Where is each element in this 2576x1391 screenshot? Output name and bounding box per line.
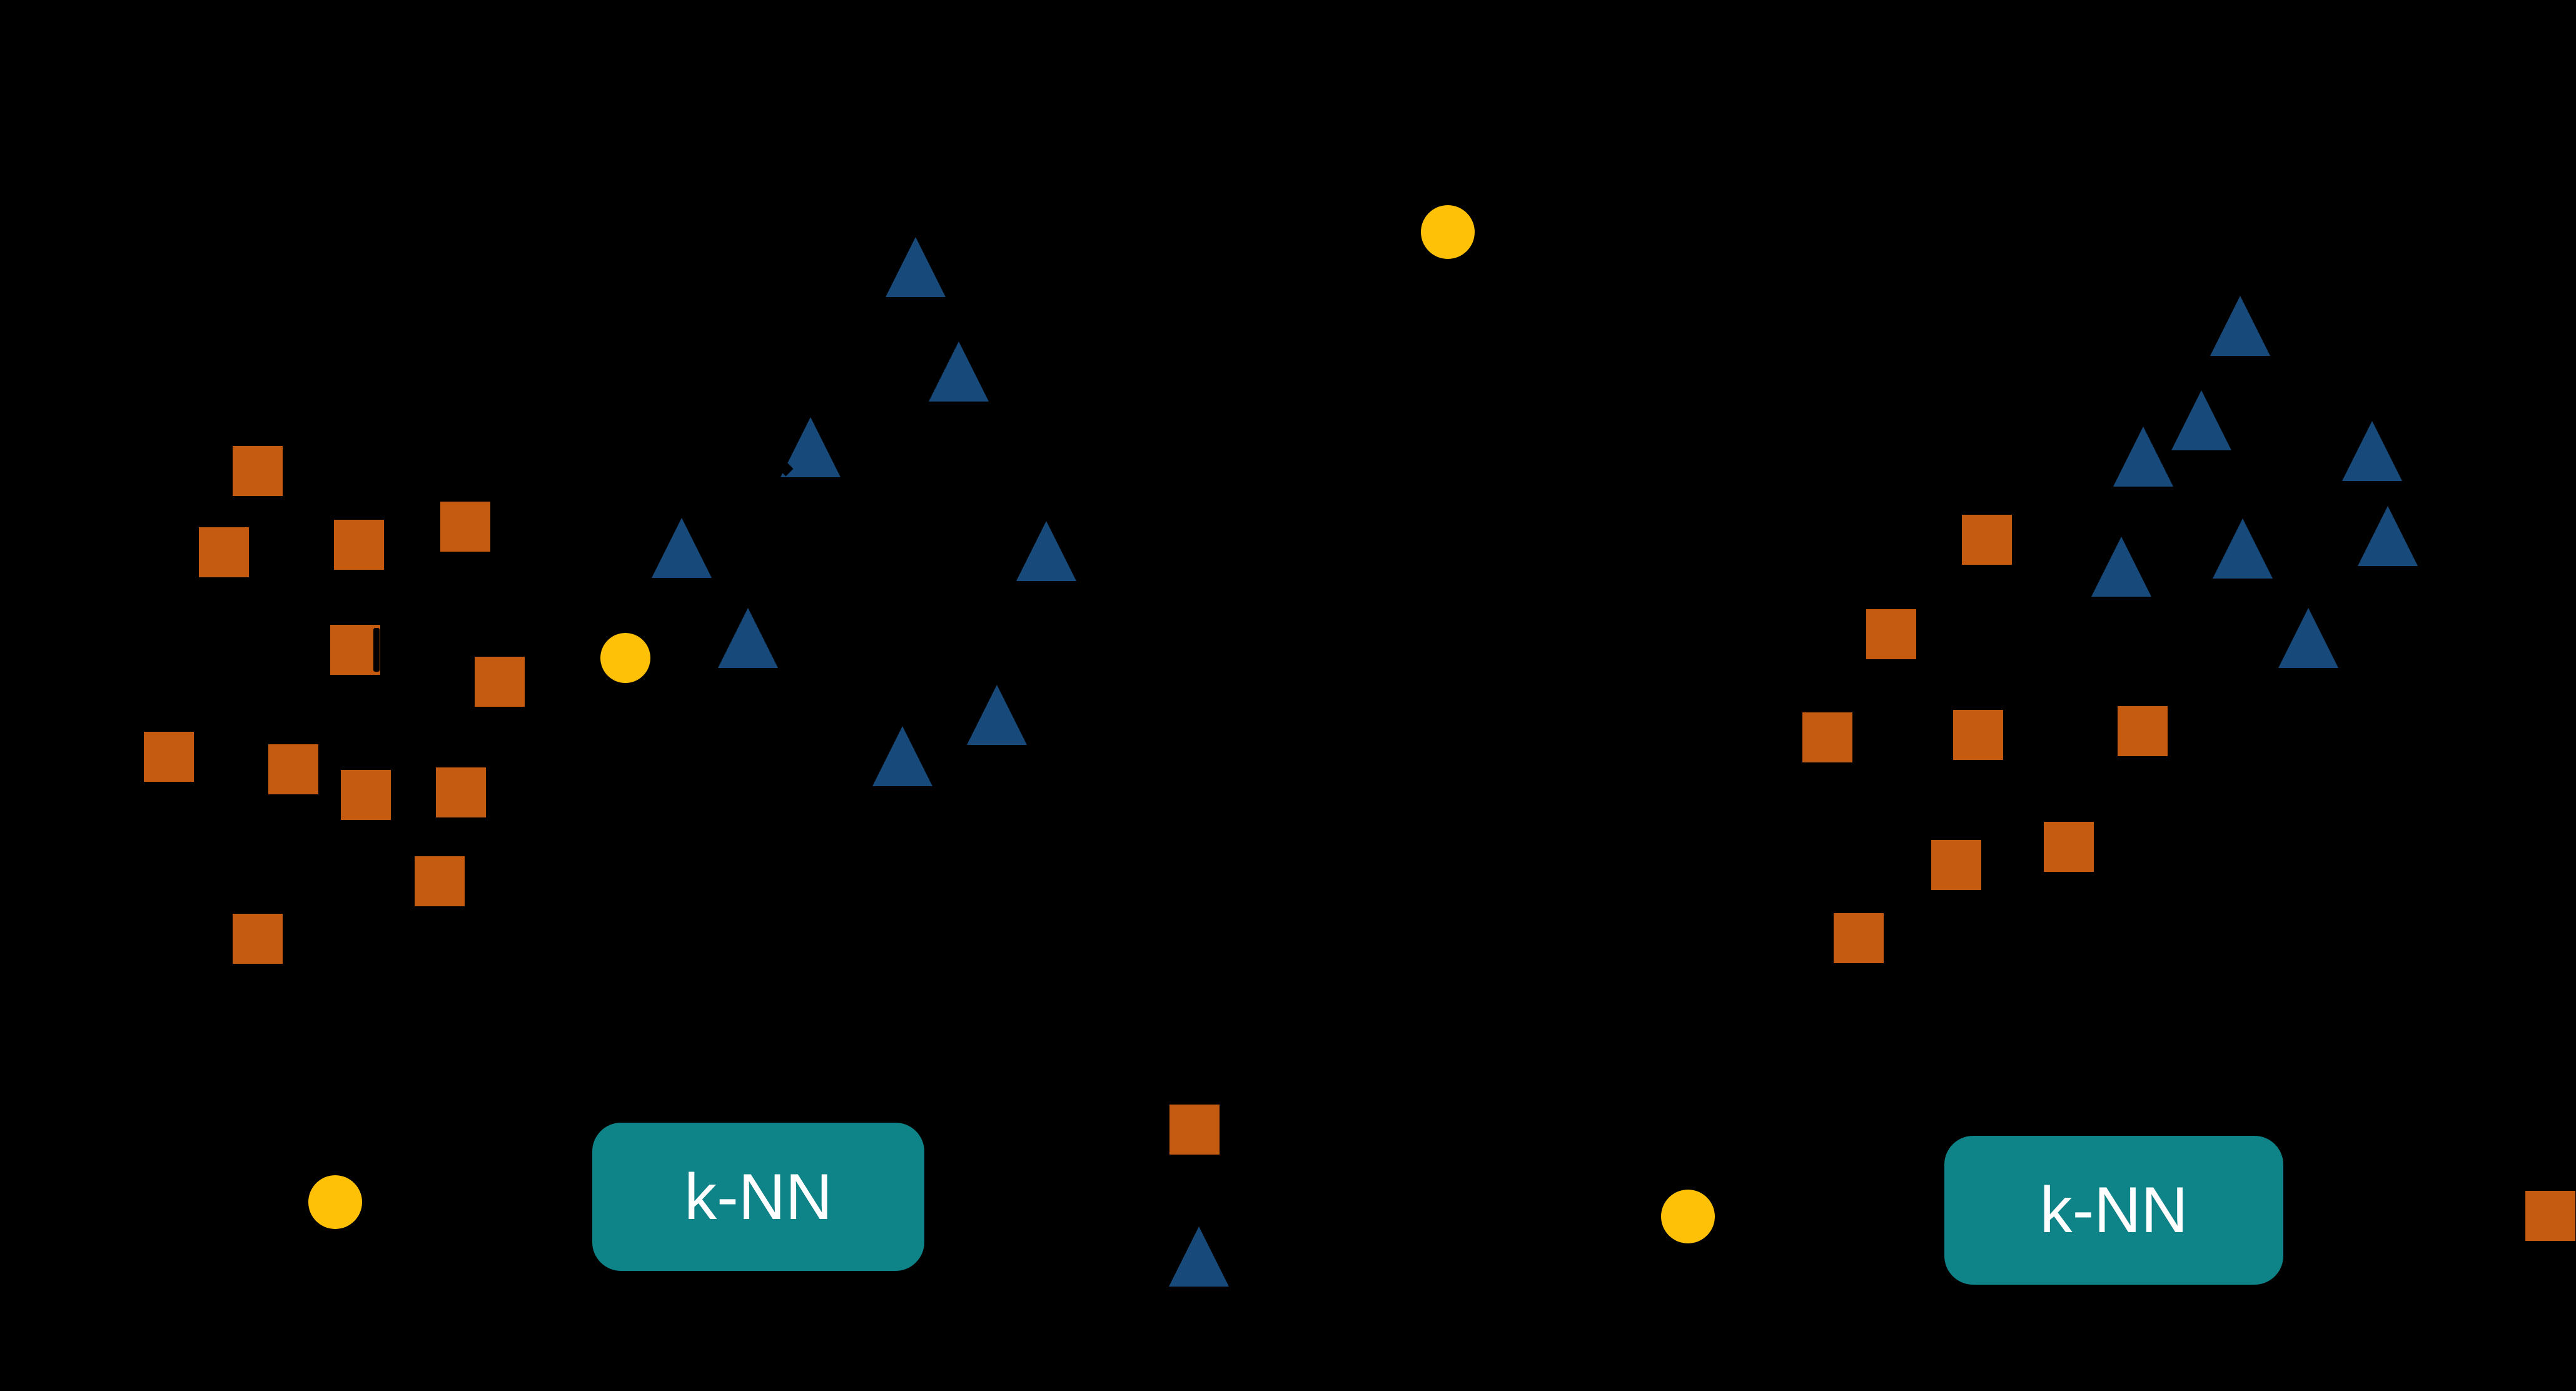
knn-box-left-label: k-NN (684, 1160, 832, 1233)
class-a-square (199, 527, 249, 577)
class-a-square (341, 770, 391, 820)
class-a-square (436, 767, 486, 817)
class-a-square (1866, 609, 1916, 659)
class-b-triangle (872, 726, 932, 786)
class-a-square (268, 744, 318, 794)
output-query-circle (1421, 205, 1475, 259)
class-b-triangle (2210, 296, 2270, 356)
class-a-square (1931, 840, 1981, 890)
predicted-class-square (2525, 1191, 2575, 1241)
class-a-square (1802, 712, 1852, 762)
class-a-square (2118, 706, 2168, 756)
class-a-square (1953, 710, 2003, 760)
class-b-triangle (1016, 521, 1076, 581)
class-a-square (475, 657, 525, 707)
knn-box-right: k-NN (1944, 1136, 2283, 1285)
class-b-triangle (2091, 537, 2151, 597)
class-b-triangle (2342, 421, 2402, 481)
ink-artifact-bar (373, 628, 380, 672)
class-b-triangle (967, 685, 1027, 745)
class-b-triangle (2278, 608, 2338, 668)
class-b-triangle (2358, 506, 2418, 566)
input-query-circle (1661, 1190, 1715, 1243)
legend-class-b-triangle (1169, 1227, 1229, 1287)
legend-class-a-square (1169, 1105, 1220, 1155)
knn-box-left: k-NN (592, 1123, 924, 1271)
input-query-circle (308, 1175, 362, 1229)
class-b-triangle (2171, 390, 2231, 450)
class-a-square (415, 856, 465, 906)
class-b-triangle (2213, 518, 2273, 579)
class-a-square (144, 732, 194, 782)
class-b-triangle (2113, 427, 2173, 487)
query-point-circle (600, 633, 650, 683)
class-a-square (1834, 913, 1884, 963)
class-a-square (233, 914, 283, 964)
class-a-square (440, 502, 490, 552)
class-a-square (1962, 515, 2012, 565)
class-b-triangle (929, 341, 989, 402)
knn-box-right-label: k-NN (2039, 1174, 2188, 1247)
class-a-square (334, 520, 384, 570)
class-b-triangle (718, 608, 778, 668)
class-b-triangle (652, 518, 712, 578)
class-b-triangle (886, 237, 946, 297)
class-a-square (2044, 822, 2094, 872)
class-a-square (330, 625, 380, 675)
class-a-square (233, 446, 283, 496)
